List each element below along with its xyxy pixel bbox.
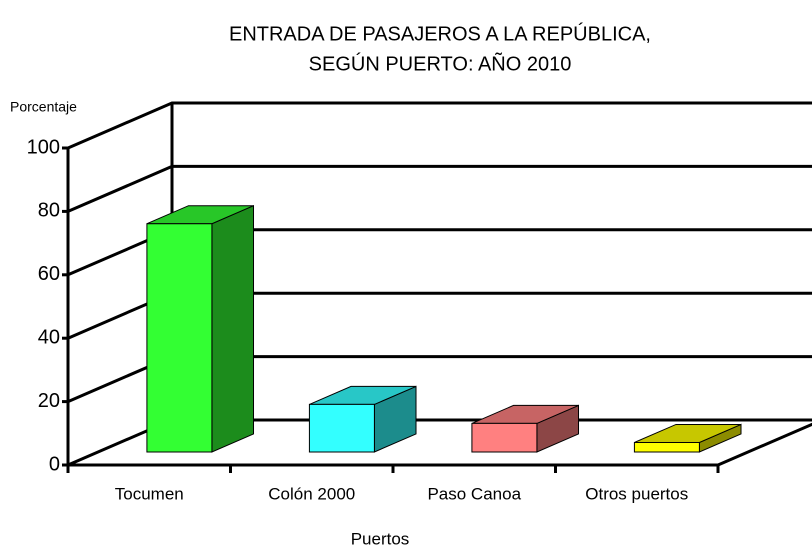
x-tick-label: Tocumen	[115, 484, 184, 503]
x-tick-label: Otros puertos	[585, 484, 688, 503]
chart-title: ENTRADA DE PASAJEROS A LA REPÚBLICA,	[229, 22, 651, 45]
bar	[633, 441, 700, 453]
y-tick-label: 80	[38, 200, 60, 222]
grid-line	[67, 164, 812, 213]
x-axis-label: Puertos	[351, 529, 410, 548]
x-tick-label: Colón 2000	[268, 484, 355, 503]
y-tick-label: 60	[38, 263, 60, 285]
bar	[471, 422, 538, 453]
grid-line	[67, 101, 812, 150]
y-axis-label: Porcentaje	[10, 99, 77, 115]
bar	[146, 223, 213, 453]
chart-title: SEGÚN PUERTO: AÑO 2010	[309, 51, 572, 75]
x-tick-label: Paso Canoa	[427, 484, 521, 503]
y-tick-label: 20	[38, 390, 60, 412]
bar-side	[211, 204, 255, 453]
bar	[308, 403, 375, 453]
y-tick-label: 100	[27, 136, 60, 158]
y-tick-label: 0	[49, 453, 60, 475]
y-tick-label: 40	[38, 326, 60, 348]
